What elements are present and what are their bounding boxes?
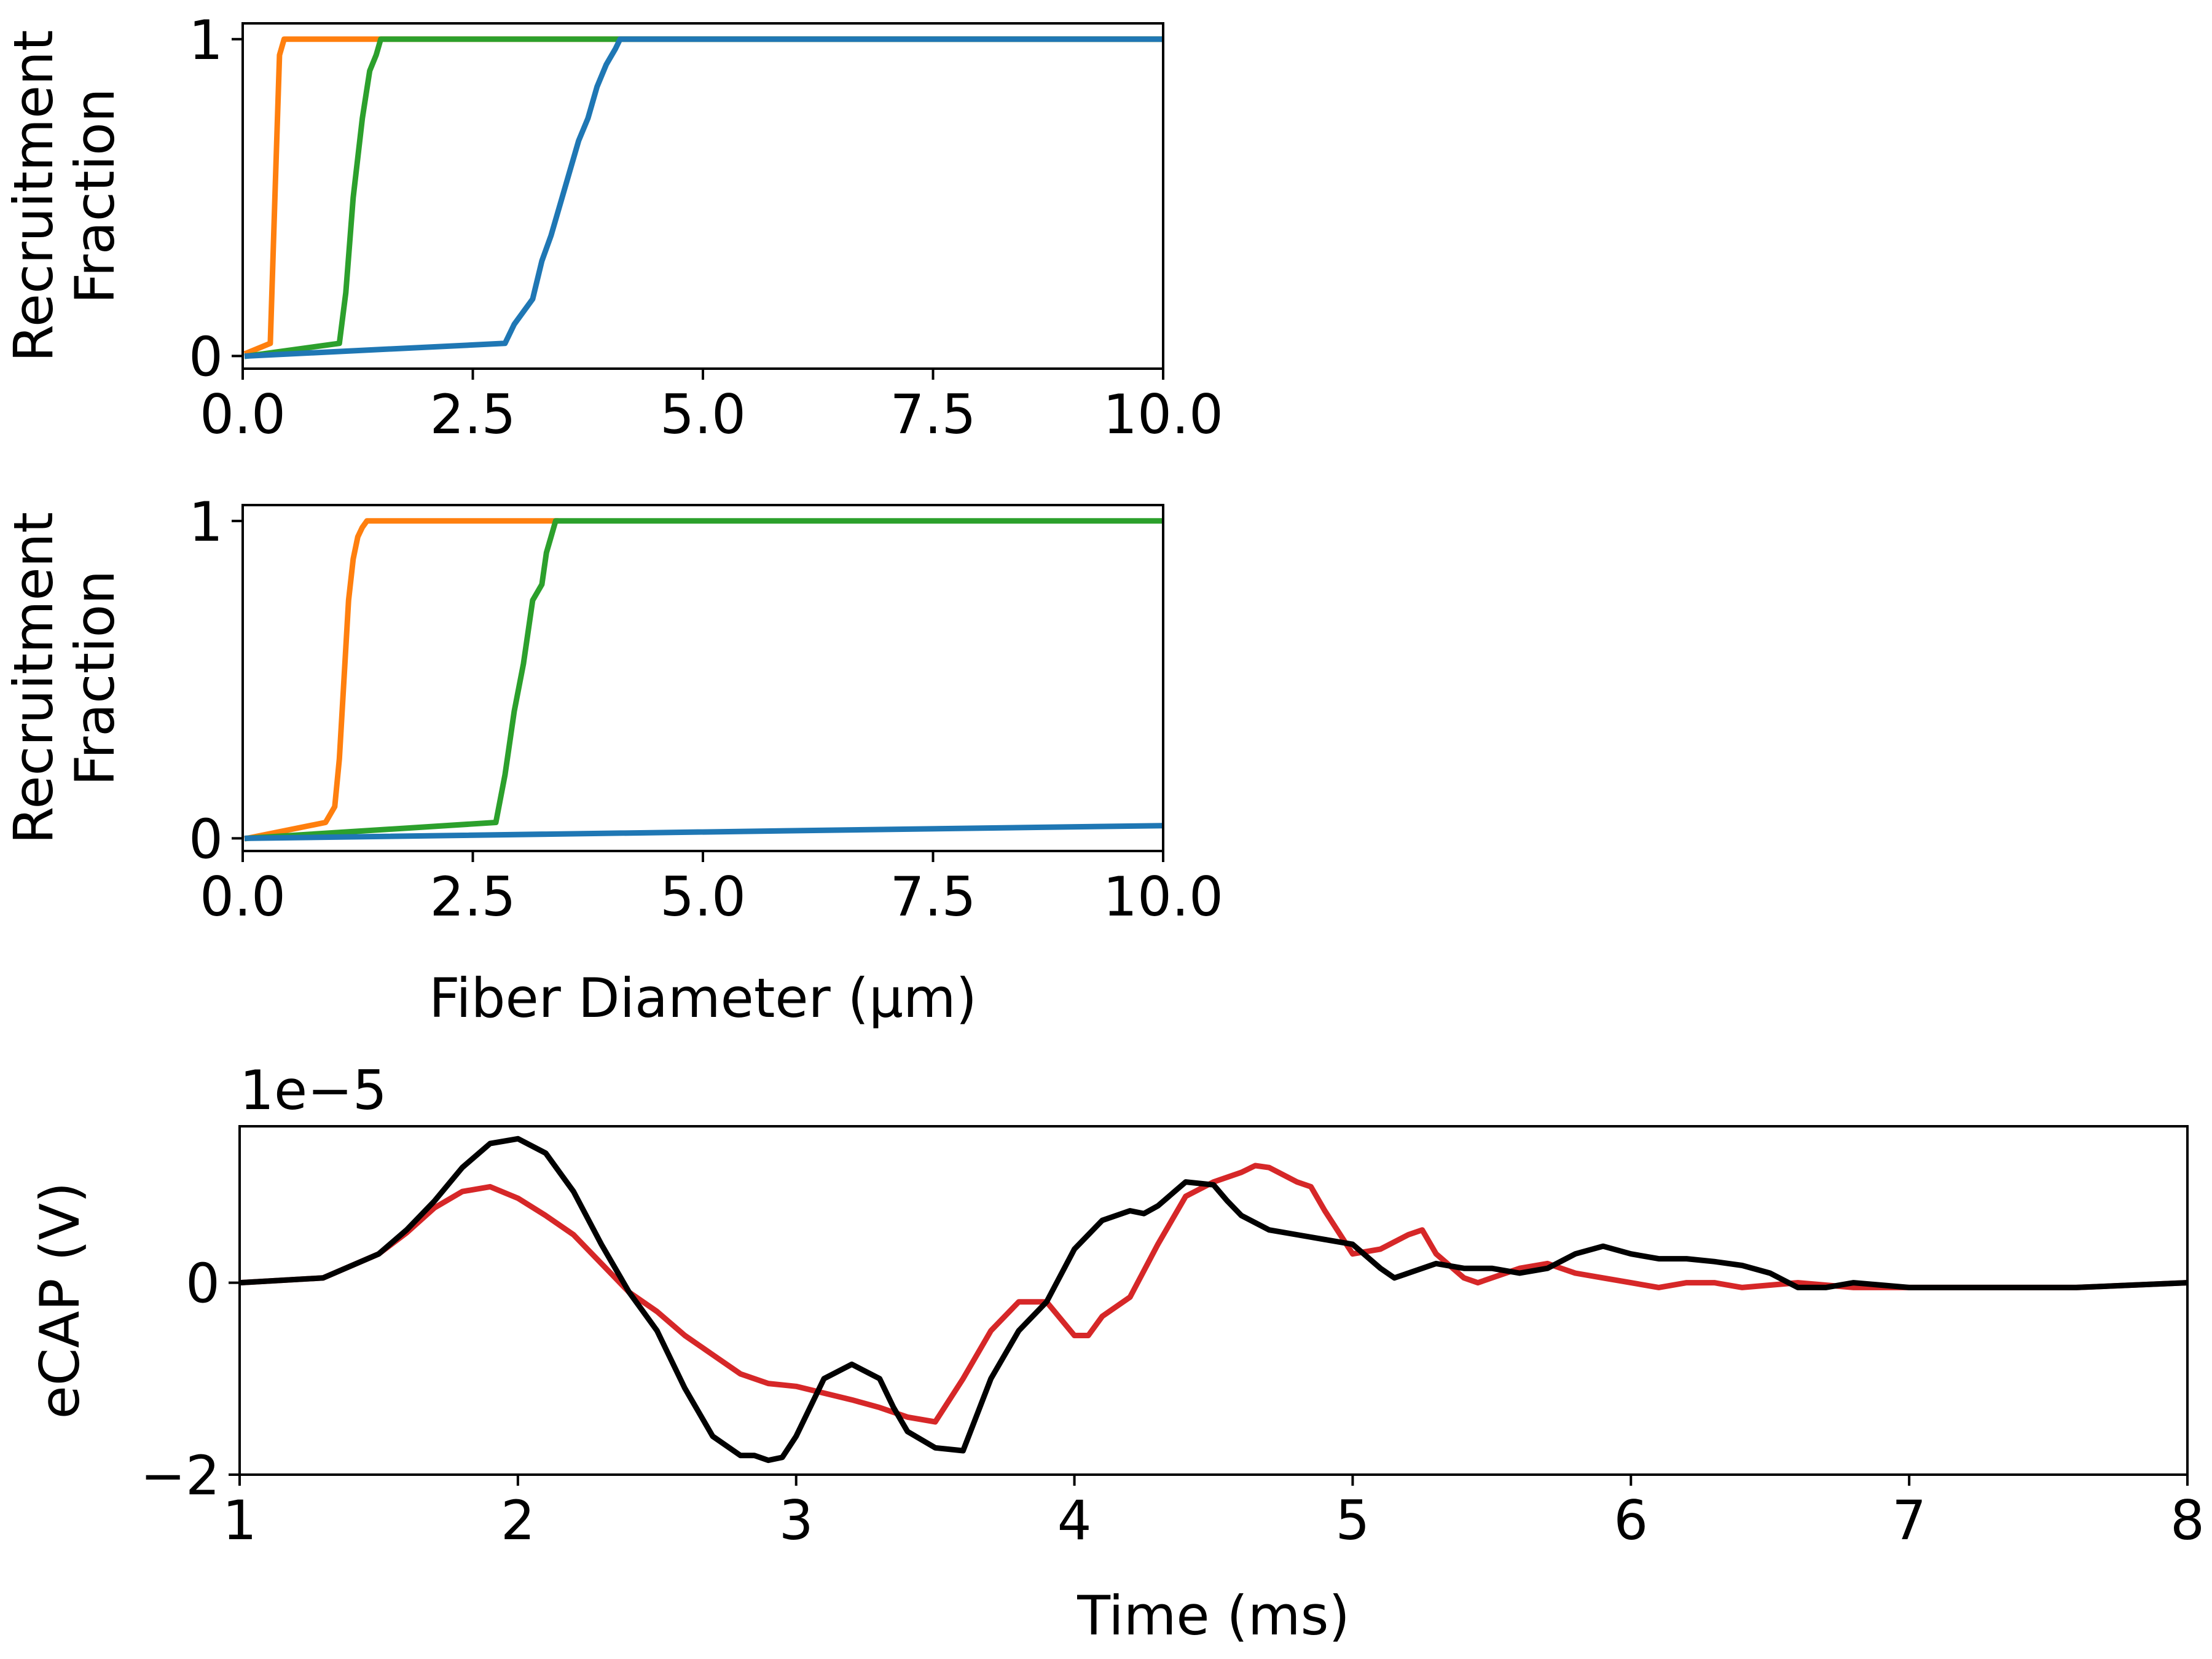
y-tick-label: 0 bbox=[186, 1252, 220, 1316]
offset-label: 1e−5 bbox=[240, 1059, 387, 1122]
y-tick-label: 1 bbox=[189, 490, 223, 554]
x-tick-label: 2 bbox=[501, 1489, 535, 1552]
series-line-1 bbox=[244, 518, 1163, 842]
y-axis-label: eCAP (V) bbox=[28, 1182, 92, 1419]
series-line-2 bbox=[244, 823, 1163, 841]
series-line-1 bbox=[244, 36, 1163, 359]
x-tick-label: 0.0 bbox=[200, 383, 286, 446]
series-group bbox=[240, 1135, 2187, 1464]
series-line-1 bbox=[240, 1135, 2187, 1464]
x-tick-label: 5.0 bbox=[660, 865, 746, 928]
series-line-0 bbox=[244, 518, 559, 842]
ecap-plot: 1 2 3 4 5 6 7 8 −2 0 eCAP (V) Time (ms) 1e−5 bbox=[28, 1059, 2205, 1647]
series-group bbox=[243, 36, 1163, 359]
y-axis-label: Fraction bbox=[63, 570, 127, 786]
y-axis-label: Fraction bbox=[63, 88, 127, 304]
x-tick-label: 5 bbox=[1335, 1489, 1370, 1552]
series-line-0 bbox=[240, 1163, 2187, 1425]
x-axis-label: Fiber Diameter (μm) bbox=[429, 967, 977, 1030]
x-tick-label: 1 bbox=[222, 1489, 257, 1552]
x-axis-label: Time (ms) bbox=[1077, 1584, 1350, 1647]
x-tick-label: 10.0 bbox=[1103, 383, 1223, 446]
x-tick-label: 7 bbox=[1892, 1489, 1926, 1552]
x-tick-label: 8 bbox=[2170, 1489, 2205, 1552]
y-tick-label: 0 bbox=[189, 807, 223, 871]
x-tick-label: 3 bbox=[779, 1489, 814, 1552]
x-tick-label: 2.5 bbox=[430, 383, 516, 446]
y-tick-label: 0 bbox=[189, 325, 223, 388]
x-tick-label: 7.5 bbox=[890, 383, 976, 446]
x-tick-label: 5.0 bbox=[660, 383, 746, 446]
series-line-2 bbox=[244, 36, 1163, 359]
x-tick-label: 7.5 bbox=[890, 865, 976, 928]
x-tick-label: 2.5 bbox=[430, 865, 516, 928]
x-tick-label: 10.0 bbox=[1103, 865, 1223, 928]
y-tick-label: −2 bbox=[140, 1444, 220, 1507]
y-axis-label: Recruitment bbox=[2, 512, 65, 844]
axes-frame bbox=[238, 1125, 2189, 1476]
y-tick-label: 1 bbox=[189, 9, 223, 72]
x-tick-label: 4 bbox=[1057, 1489, 1092, 1552]
y-axis-label: Recruitment bbox=[2, 30, 65, 363]
x-tick-label: 0.0 bbox=[200, 865, 286, 928]
series-group bbox=[244, 518, 1163, 842]
x-tick-label: 6 bbox=[1614, 1489, 1648, 1552]
